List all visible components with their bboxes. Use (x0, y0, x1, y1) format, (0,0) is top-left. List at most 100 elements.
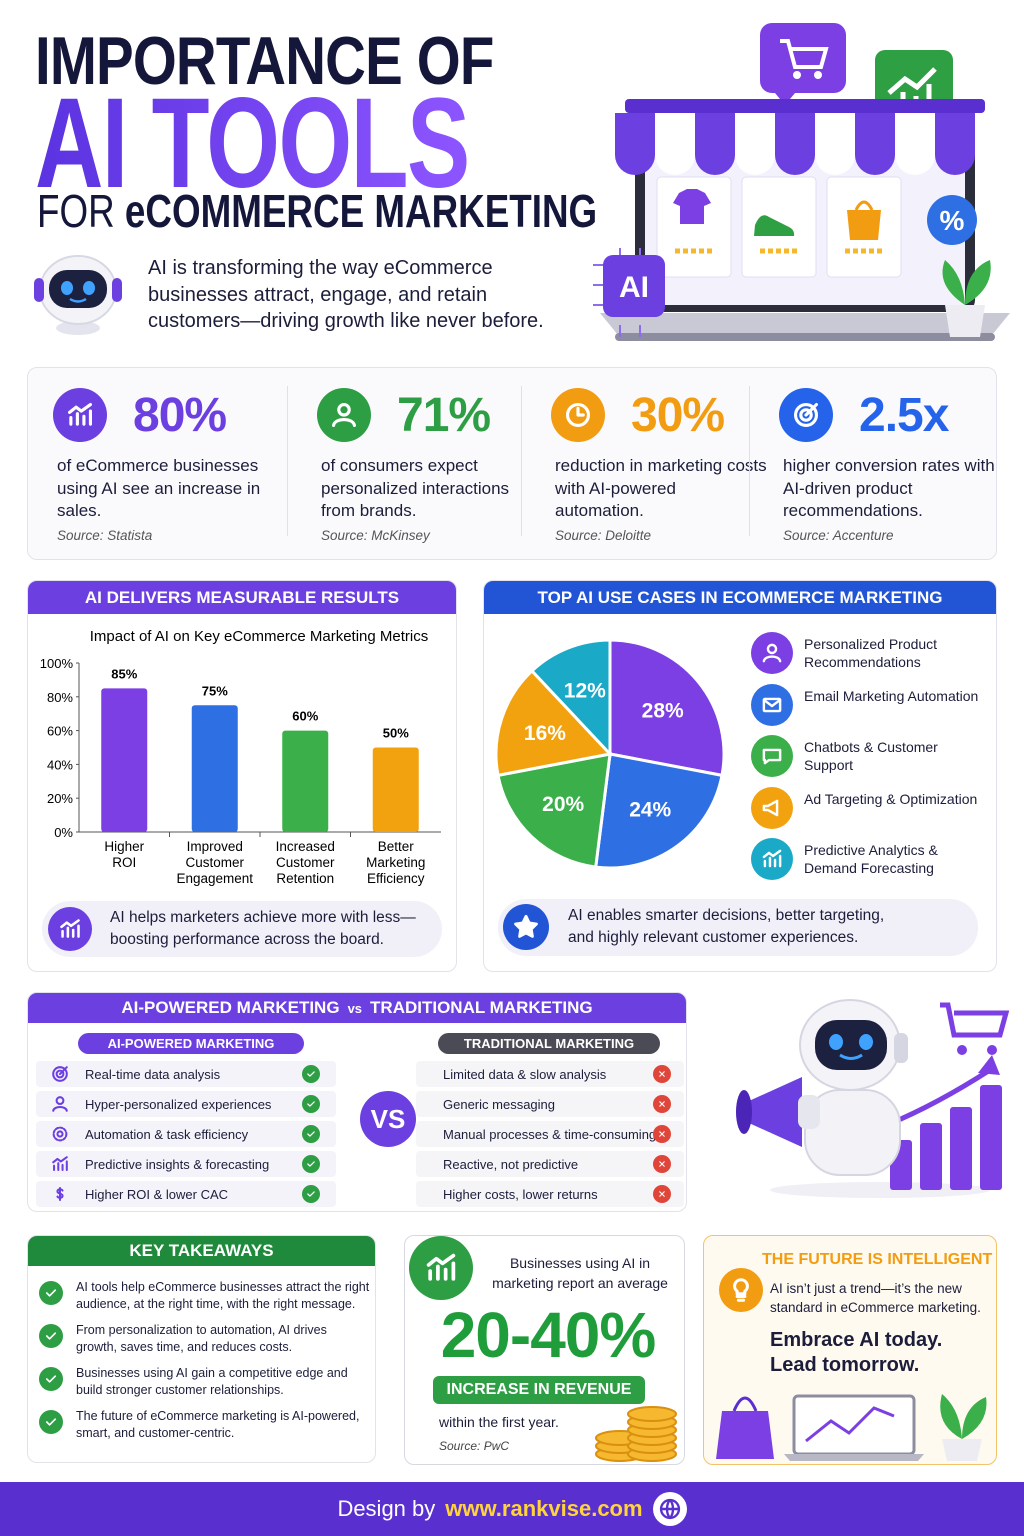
row-bg (36, 1151, 336, 1177)
decoration (627, 1406, 677, 1422)
takeaways-title: KEY TAKEAWAYS (28, 1236, 375, 1266)
pie-slice (608, 638, 726, 778)
row-text: Generic messaging (443, 1097, 555, 1112)
pot (945, 305, 985, 337)
icon-bg (39, 1324, 63, 1348)
icon-glyph (762, 697, 782, 712)
decoration (659, 1191, 665, 1197)
row-text: Limited data & slow analysis (443, 1067, 607, 1082)
icon (751, 735, 793, 777)
stats-panel: 80% of eCommerce businesses using AI see … (27, 367, 997, 560)
pie-slice (496, 752, 612, 869)
icon (302, 1185, 320, 1203)
footer: Design by www.rankvise.com (0, 1482, 1024, 1536)
decoration (762, 799, 779, 816)
label-line: Engagement (176, 871, 253, 886)
shoe (754, 215, 795, 236)
decoration (307, 1101, 315, 1107)
y-tick-label: 20% (47, 791, 73, 806)
decoration (426, 1253, 456, 1281)
wheel (793, 71, 801, 79)
stat-source: Source: Statista (57, 528, 153, 543)
future-cta: Embrace AI today. Lead tomorrow. (770, 1328, 942, 1378)
cta-line: Embrace AI today. (770, 1329, 943, 1351)
decoration (775, 135, 815, 175)
icon-glyph (67, 402, 93, 426)
coins (595, 1406, 677, 1462)
decoration (793, 402, 819, 428)
bar (101, 688, 148, 832)
label-line: ROI (112, 855, 136, 870)
note-text: AI enables smarter decisions, better tar… (568, 907, 885, 946)
decoration (307, 1161, 315, 1167)
icon-bg (751, 735, 793, 777)
icon (52, 1066, 68, 1082)
stat-text: higher conversion rates with AI-driven p… (783, 456, 995, 520)
cta-line: Lead tomorrow. (770, 1354, 920, 1376)
slice-label: 12% (564, 679, 606, 702)
icon (653, 1065, 671, 1083)
icon-glyph (762, 849, 782, 868)
section-title: TOP AI USE CASES IN ECOMMERCE MARKETING (484, 581, 996, 614)
legend-label: Predictive Analytics & Demand Forecastin… (804, 842, 938, 876)
slice-label: 20% (542, 793, 584, 816)
megaphone (740, 1077, 802, 1147)
wheel (814, 71, 822, 79)
icon (653, 1155, 671, 1173)
row-text: Real-time data analysis (85, 1067, 221, 1082)
icon (56, 1187, 64, 1201)
takeaways-card: KEY TAKEAWAYS AI tools help eCommerce bu… (27, 1235, 376, 1463)
decoration (52, 1126, 68, 1142)
decoration (735, 135, 775, 175)
icon-glyph (331, 402, 357, 428)
awning (615, 113, 975, 175)
icon (317, 388, 371, 442)
slice-label: 24% (629, 798, 671, 821)
smile (839, 1053, 863, 1060)
laptop-base (600, 313, 1010, 335)
title-sub: eCOMMERCE MARKETING (124, 185, 598, 237)
wheel (957, 1045, 967, 1055)
legend-label: Email Marketing Automation (804, 687, 979, 704)
icon (39, 1281, 63, 1305)
note-box: AI enables smarter decisions, better tar… (498, 899, 978, 956)
row-text: Automation & task efficiency (85, 1127, 249, 1142)
stat-value: 2.5x (859, 389, 949, 442)
icon-glyph (52, 1066, 68, 1082)
storefront-illustration: AI % (593, 23, 1010, 341)
icon (52, 1156, 68, 1171)
footer-prefix: Design by (337, 1496, 436, 1521)
icon (409, 1236, 473, 1300)
icon-glyph (52, 1156, 68, 1171)
icon-glyph (45, 1418, 57, 1426)
decoration (52, 1156, 68, 1171)
row-bg (416, 1121, 684, 1147)
icon (52, 1126, 68, 1142)
eye (83, 281, 95, 295)
icon-bg (39, 1367, 63, 1391)
icon-glyph (52, 1096, 68, 1112)
icon (652, 1492, 687, 1526)
icon-glyph (307, 1101, 315, 1107)
title-vs: vs (347, 1000, 363, 1016)
icon-bg (302, 1125, 320, 1143)
revenue-intro: Businesses using AI in marketing report … (492, 1255, 668, 1291)
label-line: Retention (276, 871, 334, 886)
icon-bg (302, 1095, 320, 1113)
icon (653, 1095, 671, 1113)
icon-glyph (514, 914, 538, 938)
decoration (56, 1187, 64, 1201)
icon (39, 1367, 63, 1391)
cart-icon (780, 39, 829, 69)
title-left: AI-POWERED MARKETING (121, 998, 340, 1017)
icon (48, 907, 92, 951)
row-text: Predictive insights & forecasting (85, 1157, 270, 1172)
future-card: THE FUTURE IS INTELLIGENT AI isn’t just … (703, 1235, 997, 1465)
smile (69, 297, 87, 303)
legend-label: Personalized Product Recommendations (804, 636, 938, 670)
decoration (60, 919, 80, 938)
divider (287, 386, 288, 536)
title-for: FOR (37, 185, 115, 237)
decoration (659, 1131, 665, 1137)
